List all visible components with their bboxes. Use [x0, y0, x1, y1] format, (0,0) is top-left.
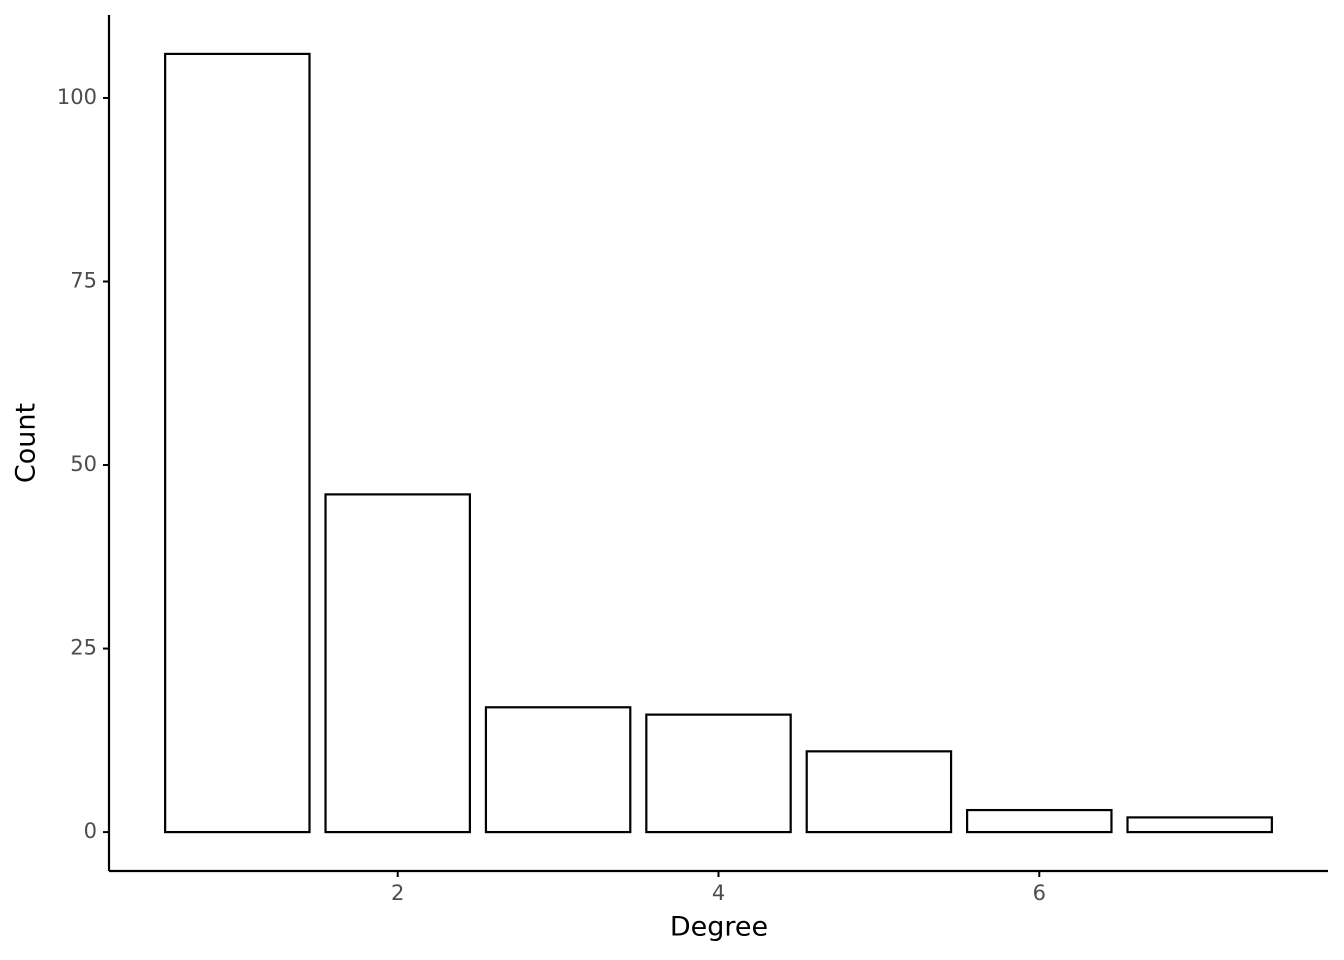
x-axis-title: Degree — [670, 912, 768, 943]
y-axis-title: Count — [11, 403, 42, 483]
bar — [1126, 816, 1273, 834]
y-tick-label: 25 — [70, 636, 97, 660]
bar — [805, 750, 953, 834]
y-tick-label: 75 — [70, 268, 97, 292]
bar — [484, 706, 632, 834]
bar — [324, 493, 471, 834]
y-tick-label: 100 — [57, 85, 97, 109]
y-tick-label: 50 — [70, 452, 97, 476]
x-tick-label: 6 — [1033, 881, 1046, 905]
bar — [645, 713, 792, 834]
x-tick-label: 2 — [391, 881, 404, 905]
x-tick-label: 4 — [712, 881, 725, 905]
y-tick-label: 0 — [84, 819, 97, 843]
bar — [966, 808, 1113, 834]
bar — [164, 52, 311, 834]
